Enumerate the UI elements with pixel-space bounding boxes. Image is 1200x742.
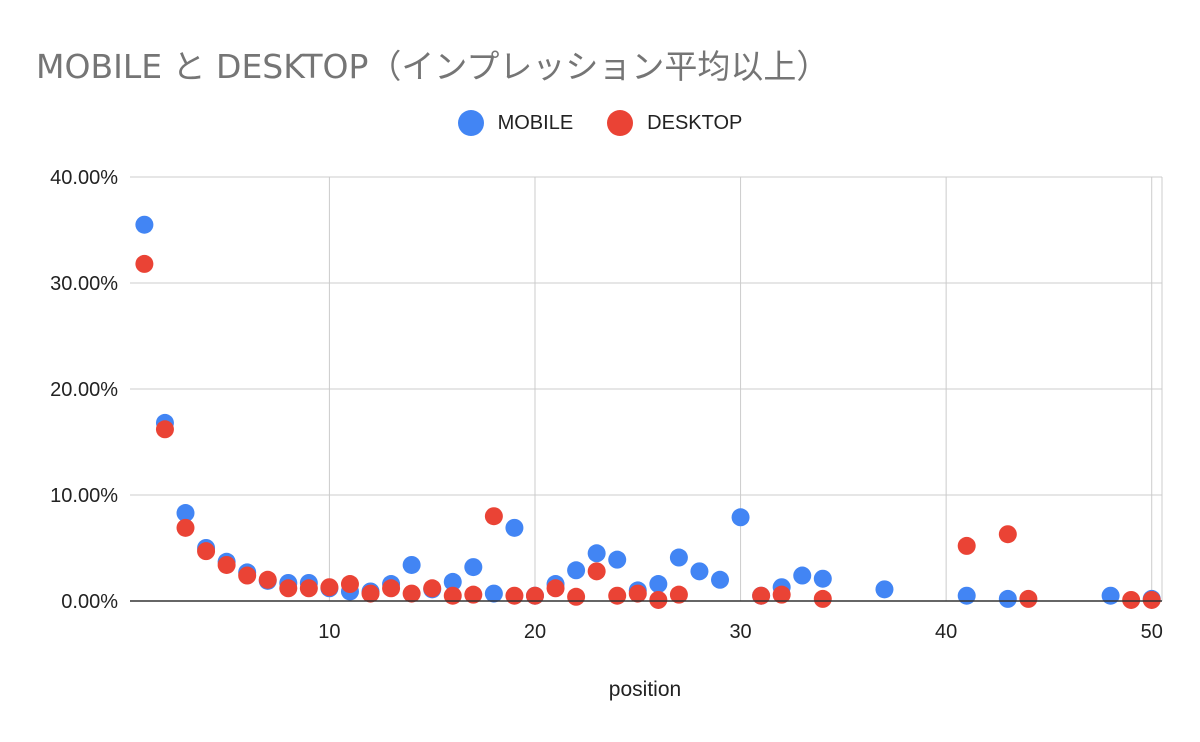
point-desktop[interactable] bbox=[155, 420, 174, 439]
point-mobile[interactable] bbox=[731, 508, 750, 527]
point-desktop[interactable] bbox=[197, 542, 216, 561]
x-tick-label: 10 bbox=[318, 621, 340, 643]
point-mobile[interactable] bbox=[484, 584, 503, 603]
legend-marker-mobile bbox=[457, 110, 484, 136]
point-mobile[interactable] bbox=[608, 550, 627, 569]
y-tick-label: 30.00% bbox=[50, 273, 118, 295]
point-mobile[interactable] bbox=[402, 555, 421, 574]
x-tick-label: 20 bbox=[524, 621, 546, 643]
point-desktop[interactable] bbox=[279, 579, 298, 598]
legend-label-mobile: MOBILE bbox=[497, 111, 574, 134]
point-mobile[interactable] bbox=[135, 215, 154, 234]
point-mobile[interactable] bbox=[957, 586, 976, 605]
point-mobile[interactable] bbox=[998, 589, 1017, 608]
y-tick-label: 40.00% bbox=[50, 167, 118, 189]
point-mobile[interactable] bbox=[443, 572, 462, 591]
point-desktop[interactable] bbox=[649, 590, 668, 609]
chart-title: MOBILE と DESKTOP（インプレッション平均以上） bbox=[36, 47, 830, 86]
point-desktop[interactable] bbox=[361, 584, 380, 603]
point-mobile[interactable] bbox=[669, 548, 688, 567]
point-desktop[interactable] bbox=[217, 555, 236, 574]
tick-labels: 0.00% 10.00% 20.00% 30.00% 40.00% 10 20 30 40 50 bbox=[50, 167, 1163, 643]
y-tick-label: 0.00% bbox=[61, 591, 118, 613]
point-mobile[interactable] bbox=[1101, 586, 1120, 605]
point-mobile[interactable] bbox=[464, 558, 483, 577]
point-desktop[interactable] bbox=[608, 586, 627, 605]
data-points bbox=[135, 215, 1161, 609]
point-mobile[interactable] bbox=[711, 570, 730, 589]
point-desktop[interactable] bbox=[320, 578, 339, 597]
point-desktop[interactable] bbox=[813, 589, 832, 608]
point-desktop[interactable] bbox=[669, 585, 688, 604]
point-mobile[interactable] bbox=[176, 504, 195, 523]
point-desktop[interactable] bbox=[546, 579, 565, 598]
legend-label-desktop: DESKTOP bbox=[647, 111, 743, 134]
point-desktop[interactable] bbox=[1142, 590, 1161, 609]
point-desktop[interactable] bbox=[1019, 589, 1038, 608]
x-tick-label: 40 bbox=[935, 621, 957, 643]
x-axis-label: position bbox=[608, 678, 682, 701]
point-desktop[interactable] bbox=[587, 562, 606, 581]
point-desktop[interactable] bbox=[382, 579, 401, 598]
point-desktop[interactable] bbox=[258, 570, 277, 589]
point-desktop[interactable] bbox=[299, 579, 318, 598]
point-desktop[interactable] bbox=[957, 536, 976, 555]
x-tick-label: 30 bbox=[729, 621, 751, 643]
point-mobile[interactable] bbox=[690, 562, 709, 581]
point-desktop[interactable] bbox=[567, 587, 586, 606]
point-desktop[interactable] bbox=[772, 585, 791, 604]
point-desktop[interactable] bbox=[628, 584, 647, 603]
gridlines bbox=[130, 176, 1163, 601]
y-tick-label: 20.00% bbox=[50, 379, 118, 401]
legend-item-desktop[interactable]: DESKTOP bbox=[607, 110, 742, 136]
point-desktop[interactable] bbox=[135, 254, 154, 273]
point-desktop[interactable] bbox=[423, 579, 442, 598]
point-desktop[interactable] bbox=[402, 584, 421, 603]
legend: MOBILE DESKTOP bbox=[0, 110, 1200, 136]
point-desktop[interactable] bbox=[505, 586, 524, 605]
x-tick-label: 50 bbox=[1141, 621, 1163, 643]
point-desktop[interactable] bbox=[998, 525, 1017, 544]
point-desktop[interactable] bbox=[464, 585, 483, 604]
point-desktop[interactable] bbox=[443, 586, 462, 605]
point-mobile[interactable] bbox=[505, 518, 524, 537]
point-desktop[interactable] bbox=[340, 575, 359, 594]
point-mobile[interactable] bbox=[875, 580, 894, 599]
point-desktop[interactable] bbox=[752, 586, 771, 605]
legend-marker-desktop bbox=[607, 110, 634, 136]
point-mobile[interactable] bbox=[587, 544, 606, 563]
legend-item-mobile[interactable]: MOBILE bbox=[457, 110, 574, 136]
point-mobile[interactable] bbox=[567, 561, 586, 580]
y-tick-label: 10.00% bbox=[50, 485, 118, 507]
point-desktop[interactable] bbox=[176, 518, 195, 537]
point-desktop[interactable] bbox=[238, 566, 257, 585]
point-desktop[interactable] bbox=[525, 586, 544, 605]
point-desktop[interactable] bbox=[1122, 590, 1141, 609]
point-desktop[interactable] bbox=[484, 507, 503, 526]
point-mobile[interactable] bbox=[793, 566, 812, 585]
point-mobile[interactable] bbox=[649, 575, 668, 594]
point-mobile[interactable] bbox=[813, 569, 832, 588]
